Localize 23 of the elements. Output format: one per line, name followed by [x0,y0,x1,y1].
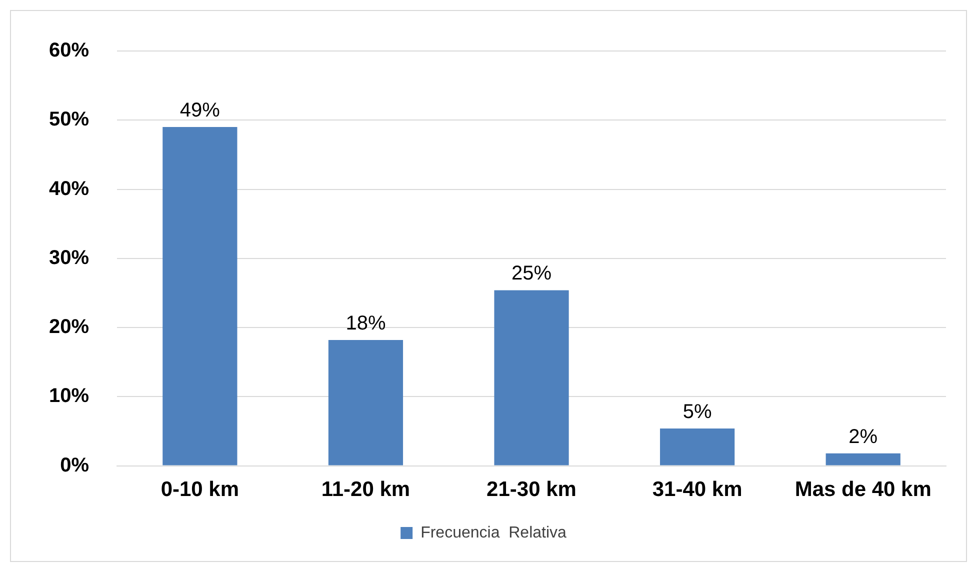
x-tick-label: 0-10 km [160,478,240,502]
y-tick-label: 10% [49,385,90,408]
data-label: 18% [346,312,386,334]
x-tick-label: 11-20 km [321,478,410,502]
y-tick-label: 60% [49,40,90,62]
y-tick-label: 0% [60,454,90,476]
data-label: 25% [512,262,552,285]
legend-label: Frecuencia Relativa [420,524,567,542]
bar [494,290,569,466]
data-label: 2% [848,426,878,448]
bar [660,428,735,466]
bar [328,340,404,466]
data-label: 5% [682,400,712,423]
bar [162,127,238,466]
y-tick-label: 40% [49,178,90,200]
x-tick-label: 31-40 km [652,478,742,502]
bar [826,453,900,466]
x-tick-label: Mas de 40 km [794,478,932,502]
y-tick-label: 20% [49,316,90,338]
x-tick-label: 21-30 km [486,478,576,502]
y-tick-label: 50% [49,108,90,131]
y-tick-label: 30% [49,246,90,269]
data-label: 49% [180,100,220,122]
